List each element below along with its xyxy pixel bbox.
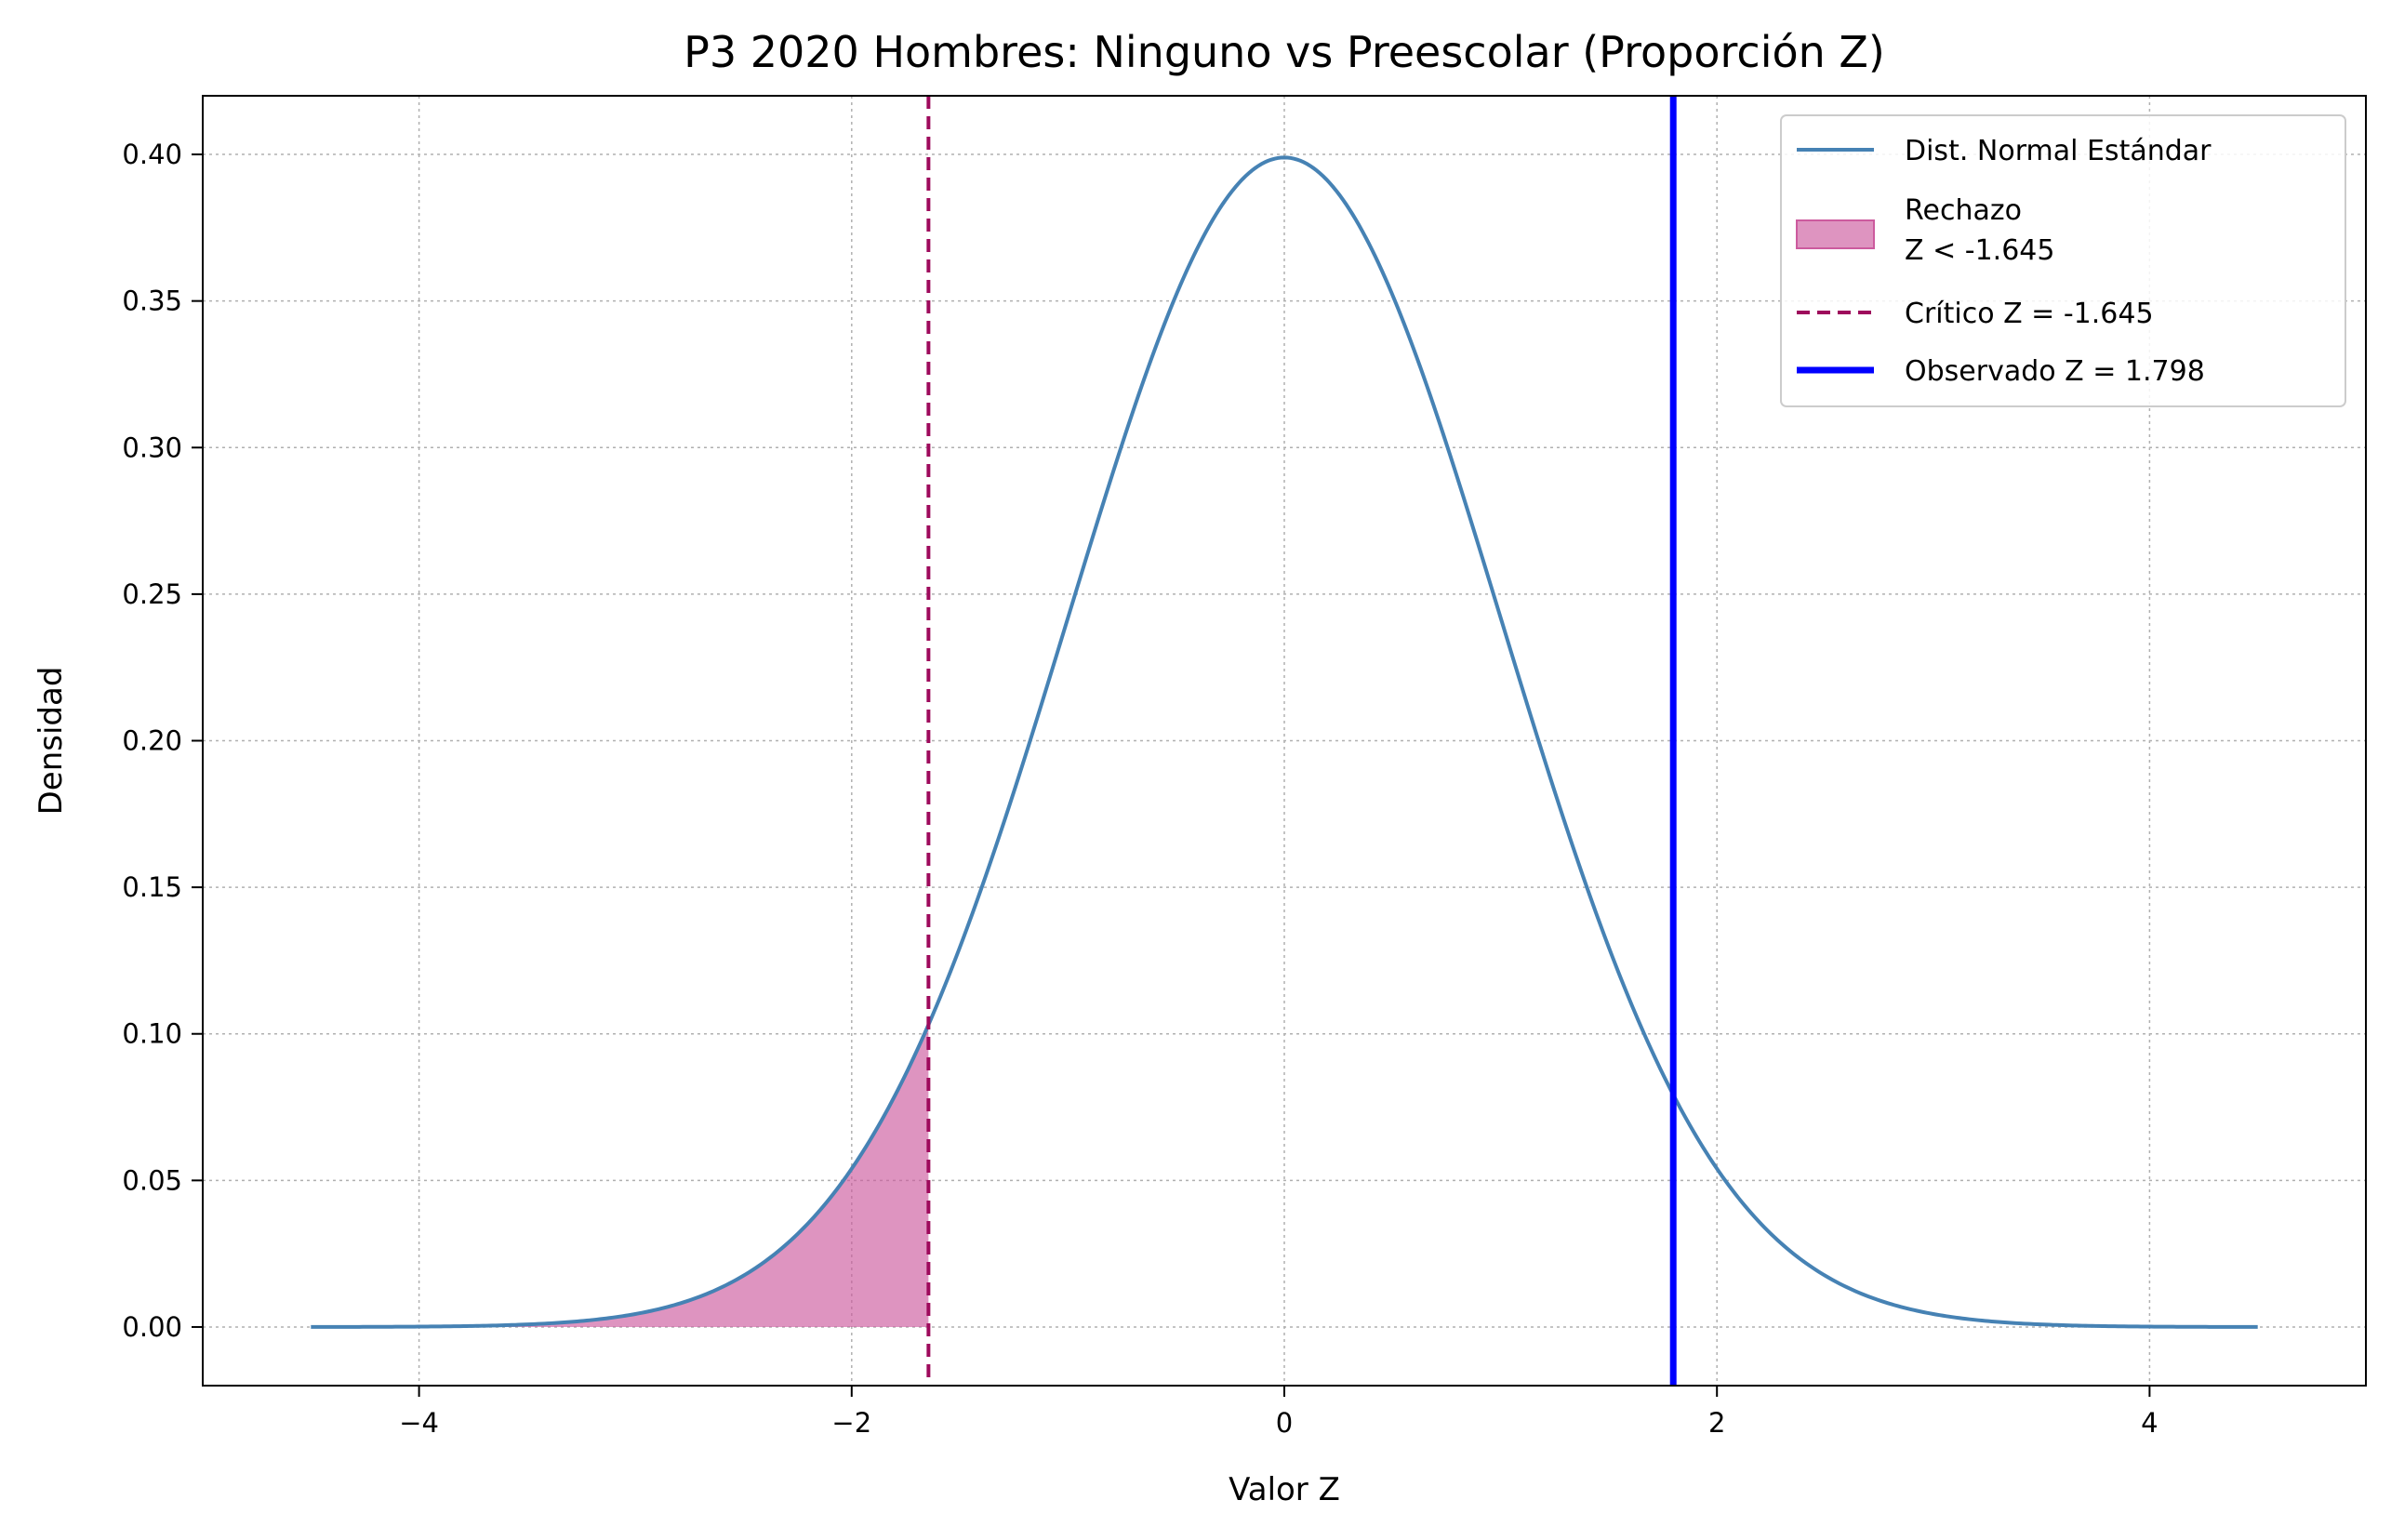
curve-layer bbox=[311, 155, 2258, 1329]
y-tick-label: 0.25 bbox=[122, 578, 182, 610]
grid bbox=[203, 96, 2366, 1386]
y-tick-label: 0.10 bbox=[122, 1018, 182, 1050]
y-tick-label: 0.15 bbox=[122, 871, 182, 903]
legend-entry-rejection-line1: Rechazo bbox=[1905, 194, 2022, 227]
x-tick-label: −4 bbox=[399, 1407, 439, 1439]
rejection-region-layer bbox=[311, 1024, 929, 1327]
x-tick-label: 0 bbox=[1276, 1407, 1293, 1439]
y-tick-label: 0.40 bbox=[122, 139, 182, 170]
chart-title: P3 2020 Hombres: Ninguno vs Preescolar (… bbox=[684, 27, 1885, 77]
axis-ticks: −4 −2 0 2 4 0.00 0.05 0.10 0.15 0.20 0.25 0.30 0.35 0… bbox=[122, 139, 2158, 1439]
reference-lines-layer bbox=[926, 96, 1677, 1386]
y-tick-label: 0.20 bbox=[122, 725, 182, 757]
y-tick-label: 0.35 bbox=[122, 285, 182, 317]
y-axis-label: Densidad bbox=[33, 667, 70, 816]
x-axis-label: Valor Z bbox=[1229, 1471, 1340, 1508]
y-tick-label: 0.00 bbox=[122, 1311, 182, 1343]
x-tick-label: −2 bbox=[831, 1407, 871, 1439]
legend-swatch-rejection bbox=[1796, 219, 1875, 249]
x-tick-label: 2 bbox=[1708, 1407, 1725, 1439]
legend-entry-critical: Crítico Z = -1.645 bbox=[1905, 298, 2154, 330]
normal-curve bbox=[311, 155, 2258, 1329]
legend-entry-observed: Observado Z = 1.798 bbox=[1905, 355, 2205, 388]
legend-entry-curve: Dist. Normal Estándar bbox=[1905, 135, 2212, 167]
legend-box bbox=[1780, 114, 2346, 407]
y-tick-label: 0.05 bbox=[122, 1164, 182, 1196]
legend-entry-rejection-line2: Z < -1.645 bbox=[1905, 234, 2054, 267]
legend: Dist. Normal Estándar Rechazo Z < -1.645… bbox=[1780, 114, 2346, 407]
rejection-region bbox=[311, 1024, 929, 1327]
y-tick-label: 0.30 bbox=[122, 431, 182, 463]
x-tick-label: 4 bbox=[2141, 1407, 2158, 1439]
